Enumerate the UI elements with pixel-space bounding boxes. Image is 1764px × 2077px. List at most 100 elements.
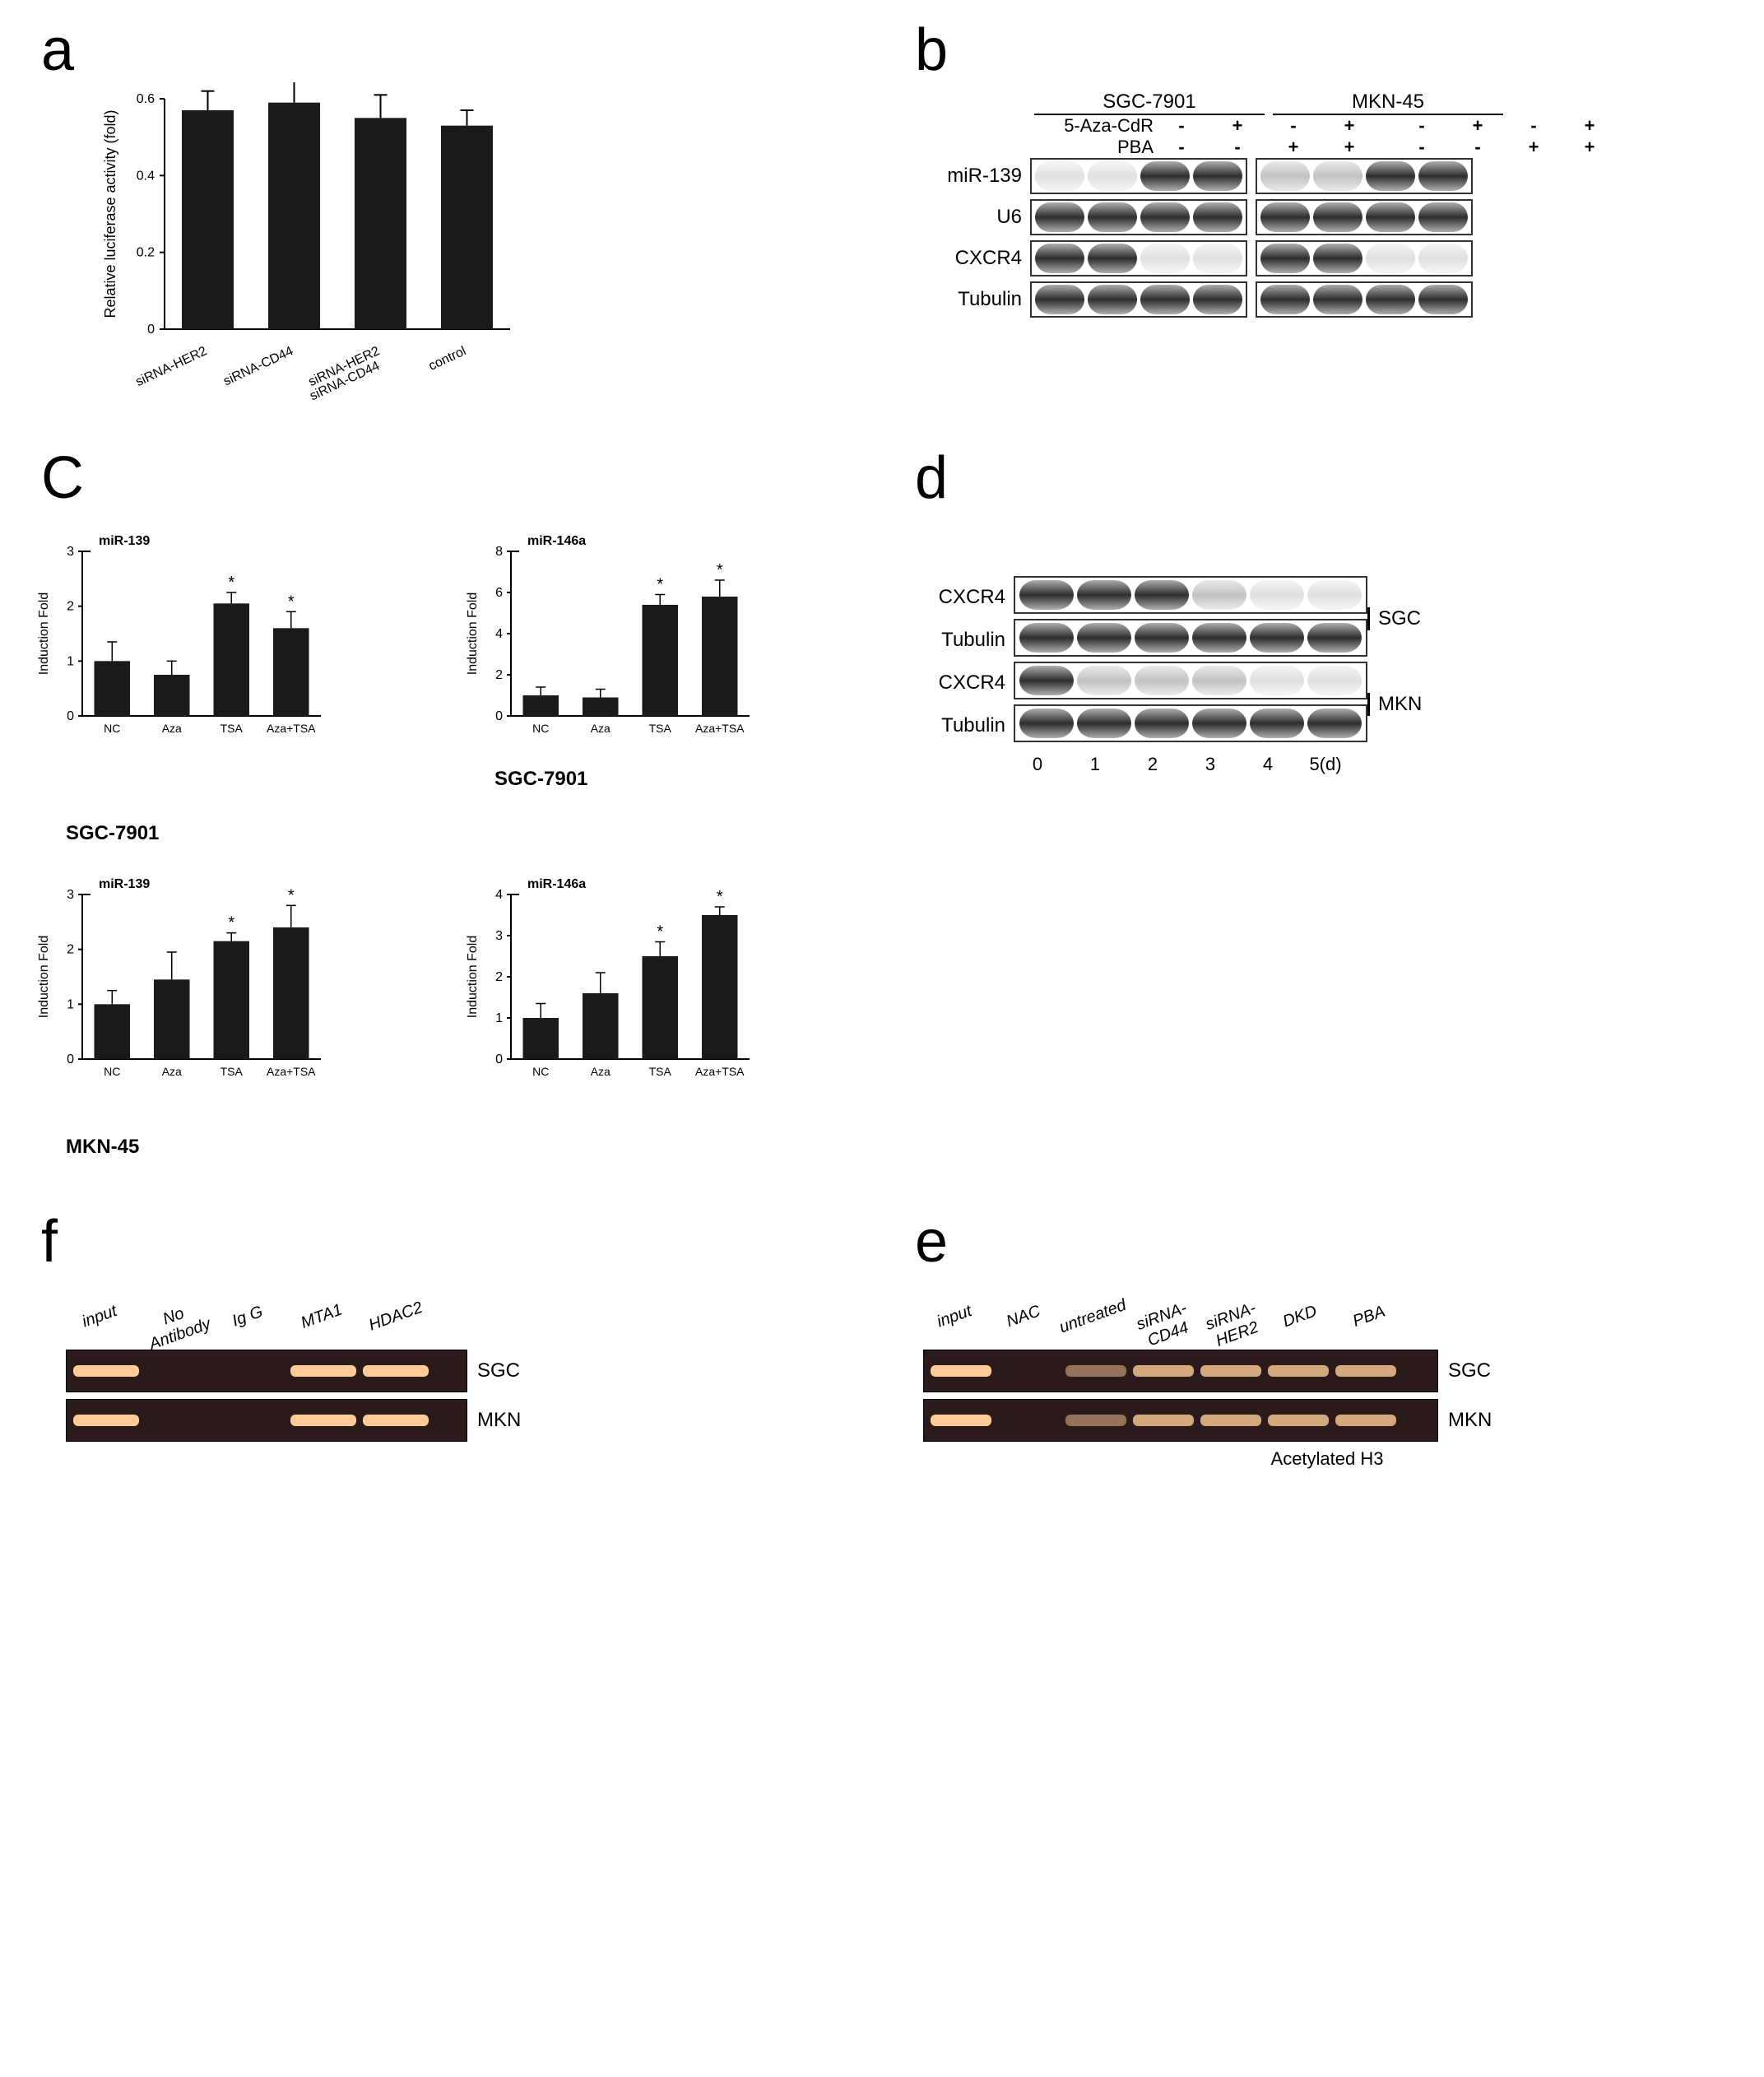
gel-band: [363, 1415, 429, 1426]
small-chart: 01234Induction FoldmiR-146aNCAza*TSA*Aza…: [462, 870, 857, 1104]
svg-text:0: 0: [67, 709, 74, 723]
blot-lane: [1307, 709, 1362, 738]
treatment-val: +: [1265, 137, 1321, 158]
blot-lane: [1260, 202, 1310, 232]
svg-text:0.4: 0.4: [137, 169, 155, 183]
gel-band: [931, 1365, 991, 1377]
cell-sgc: SGC-7901: [1034, 91, 1265, 115]
svg-text:*: *: [288, 886, 295, 904]
panel-e-caption: Acetylated H3: [923, 1448, 1731, 1470]
svg-text:Relative luciferase activity (: Relative luciferase activity (fold): [102, 109, 118, 318]
svg-text:*: *: [717, 561, 723, 579]
treatment-val: -: [1265, 115, 1321, 137]
blot-lane: [1418, 244, 1468, 273]
blot-row: Tubulin: [907, 281, 1731, 318]
svg-text:3: 3: [67, 545, 74, 559]
blot-lane: [1366, 244, 1415, 273]
treatment-val: -: [1154, 115, 1209, 137]
gel-band: [73, 1365, 139, 1377]
svg-text:Aza+TSA: Aza+TSA: [695, 1065, 745, 1078]
gel-col-label: input: [62, 1295, 144, 1356]
gel-row: SGC: [66, 1350, 857, 1392]
panel-c-charts: 0 1 2 3 Induction Fold miR-139 NC Aza * TSA * Aza+T…: [33, 527, 857, 1159]
cell-label-sgc: SGC-7901: [66, 822, 857, 845]
gel-col-label: untreated: [1057, 1296, 1135, 1355]
svg-text:6: 6: [495, 586, 503, 600]
blot-strip: [1014, 619, 1367, 657]
panel-d-content: CXCR4TubulinSGCCXCR4TubulinMKN012345(d): [907, 576, 1731, 775]
blot-lane: [1019, 709, 1074, 738]
svg-text:Aza: Aza: [162, 1065, 182, 1078]
svg-text:Aza+TSA: Aza+TSA: [267, 1065, 316, 1078]
blot-label: U6: [907, 206, 1030, 229]
gel-row: MKN: [923, 1399, 1731, 1442]
blot-lane: [1192, 709, 1246, 738]
gel-band: [1268, 1415, 1329, 1426]
blot-row: CXCR4: [907, 240, 1731, 276]
panel-a: a 00.20.40.6Relative luciferase activity…: [33, 33, 857, 428]
svg-text:NC: NC: [104, 722, 120, 735]
svg-text:*: *: [717, 888, 723, 906]
panel-d-block: CXCR4TubulinSGC: [907, 576, 1731, 662]
svg-text:TSA: TSA: [649, 1065, 672, 1078]
svg-text:1: 1: [495, 1011, 503, 1025]
panel-d-xaxis: 012345(d): [1009, 754, 1731, 775]
svg-text:8: 8: [495, 545, 503, 559]
svg-text:Induction Fold: Induction Fold: [466, 936, 480, 1019]
treatment-val: +: [1321, 137, 1377, 158]
blot-lane: [1019, 666, 1074, 695]
panel-f: f inputNo AntibodyIg GMTA1HDAC2 SGCMKN: [33, 1224, 857, 1470]
gel-band: [73, 1415, 139, 1426]
svg-text:*: *: [657, 576, 663, 594]
svg-text:2: 2: [67, 600, 74, 614]
blot-lane: [1313, 244, 1362, 273]
blot-lane: [1250, 709, 1304, 738]
gel-band: [931, 1415, 991, 1426]
svg-text:4: 4: [495, 888, 503, 902]
panel-b-blots: SGC-7901 MKN-45 5-Aza-CdR-+-+-+-+PBA--++…: [907, 91, 1731, 318]
x-label: 0: [1009, 754, 1066, 775]
blot-lane: [1307, 666, 1362, 695]
gel-band: [1335, 1415, 1396, 1426]
treatment-val: -: [1209, 137, 1265, 158]
blot-lane: [1366, 285, 1415, 314]
svg-text:miR-139: miR-139: [99, 877, 150, 891]
gel-band: [1200, 1365, 1261, 1377]
panel-d: d CXCR4TubulinSGCCXCR4TubulinMKN012345(d…: [907, 461, 1731, 1159]
side-cell-label: SGC: [1367, 607, 1427, 630]
panel-e-header: inputNACuntreatedsiRNA-CD44siRNA-HER2DKD…: [923, 1307, 1731, 1345]
panel-a-label: a: [41, 16, 74, 84]
blot-lane: [1260, 244, 1310, 273]
svg-text:*: *: [288, 592, 295, 611]
svg-text:NC: NC: [532, 722, 549, 735]
blot-strip: [1030, 158, 1473, 194]
blot-group: [1030, 199, 1247, 235]
panel-b-label: b: [915, 16, 948, 84]
blot-lane: [1193, 202, 1242, 232]
svg-text:0: 0: [147, 323, 155, 337]
gel-band: [1133, 1365, 1194, 1377]
small-chart: 02468Induction FoldmiR-146aNCAza*TSA*Aza…: [462, 527, 857, 791]
blot-lane: [1077, 580, 1131, 610]
blot-row: Tubulin: [907, 704, 1367, 747]
svg-text:0.2: 0.2: [137, 246, 155, 260]
blot-lane: [1418, 285, 1468, 314]
gel-strip: [923, 1350, 1438, 1392]
blot-lane: [1260, 161, 1310, 191]
x-label: 4: [1239, 754, 1297, 775]
svg-text:Aza: Aza: [591, 1065, 610, 1078]
x-label: 3: [1181, 754, 1239, 775]
svg-text:4: 4: [495, 627, 503, 641]
gel-strip: [923, 1399, 1438, 1442]
svg-text:1: 1: [67, 997, 74, 1011]
blot-lane: [1135, 666, 1189, 695]
svg-text:NC: NC: [104, 1065, 120, 1078]
blot-lane: [1088, 161, 1137, 191]
svg-text:miR-146a: miR-146a: [527, 877, 586, 891]
blot-strip: [1014, 576, 1367, 614]
blot-group: [1030, 281, 1247, 318]
blot-lane: [1077, 666, 1131, 695]
gel-band: [1133, 1415, 1194, 1426]
blot-strip: [1030, 199, 1473, 235]
blot-lane: [1192, 623, 1246, 653]
